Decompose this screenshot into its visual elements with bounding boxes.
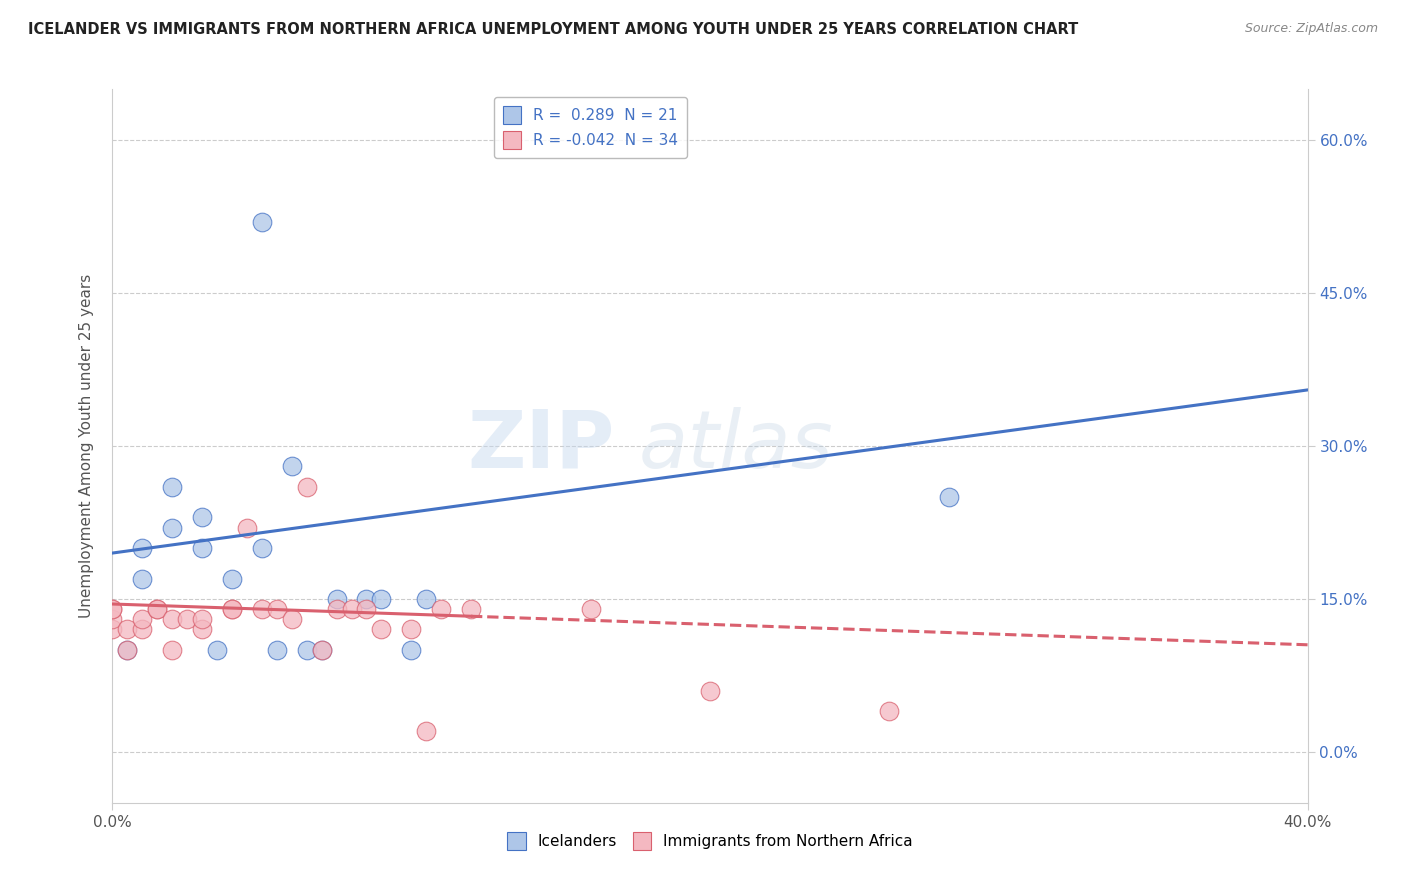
Point bbox=[131, 612, 153, 626]
Text: ICELANDER VS IMMIGRANTS FROM NORTHERN AFRICA UNEMPLOYMENT AMONG YOUTH UNDER 25 Y: ICELANDER VS IMMIGRANTS FROM NORTHERN AF… bbox=[28, 22, 1078, 37]
Point bbox=[325, 602, 347, 616]
Point bbox=[131, 572, 153, 586]
Point bbox=[162, 612, 183, 626]
Point bbox=[699, 683, 721, 698]
Point bbox=[266, 643, 288, 657]
Point bbox=[131, 541, 153, 555]
Point bbox=[356, 591, 378, 606]
Point bbox=[221, 602, 243, 616]
Point bbox=[117, 623, 139, 637]
Point bbox=[340, 602, 363, 616]
Point bbox=[430, 602, 453, 616]
Point bbox=[311, 643, 333, 657]
Point bbox=[295, 643, 318, 657]
Point bbox=[101, 602, 124, 616]
Point bbox=[236, 520, 259, 534]
Point bbox=[191, 612, 214, 626]
Point bbox=[938, 490, 960, 504]
Point bbox=[117, 643, 139, 657]
Point bbox=[250, 215, 273, 229]
Point bbox=[415, 724, 437, 739]
Point bbox=[117, 643, 139, 657]
Point bbox=[281, 459, 304, 474]
Point bbox=[101, 623, 124, 637]
Point bbox=[281, 612, 304, 626]
Point bbox=[460, 602, 482, 616]
Point bbox=[191, 510, 214, 524]
Point bbox=[101, 612, 124, 626]
Point bbox=[415, 591, 437, 606]
Legend: Icelanders, Immigrants from Northern Africa: Icelanders, Immigrants from Northern Afr… bbox=[501, 826, 920, 855]
Point bbox=[176, 612, 198, 626]
Point bbox=[162, 480, 183, 494]
Point bbox=[162, 643, 183, 657]
Text: atlas: atlas bbox=[638, 407, 834, 485]
Point bbox=[101, 602, 124, 616]
Point bbox=[266, 602, 288, 616]
Point bbox=[401, 623, 423, 637]
Point bbox=[221, 572, 243, 586]
Point bbox=[205, 643, 228, 657]
Point bbox=[146, 602, 169, 616]
Point bbox=[162, 520, 183, 534]
Point bbox=[311, 643, 333, 657]
Point bbox=[250, 602, 273, 616]
Point bbox=[250, 541, 273, 555]
Point bbox=[579, 602, 602, 616]
Point bbox=[325, 591, 347, 606]
Point bbox=[131, 623, 153, 637]
Point bbox=[191, 623, 214, 637]
Text: Source: ZipAtlas.com: Source: ZipAtlas.com bbox=[1244, 22, 1378, 36]
Point bbox=[221, 602, 243, 616]
Point bbox=[401, 643, 423, 657]
Point bbox=[146, 602, 169, 616]
Point bbox=[356, 602, 378, 616]
Text: ZIP: ZIP bbox=[467, 407, 614, 485]
Point bbox=[370, 591, 392, 606]
Point bbox=[191, 541, 214, 555]
Point bbox=[295, 480, 318, 494]
Point bbox=[879, 704, 901, 718]
Point bbox=[370, 623, 392, 637]
Y-axis label: Unemployment Among Youth under 25 years: Unemployment Among Youth under 25 years bbox=[79, 274, 94, 618]
